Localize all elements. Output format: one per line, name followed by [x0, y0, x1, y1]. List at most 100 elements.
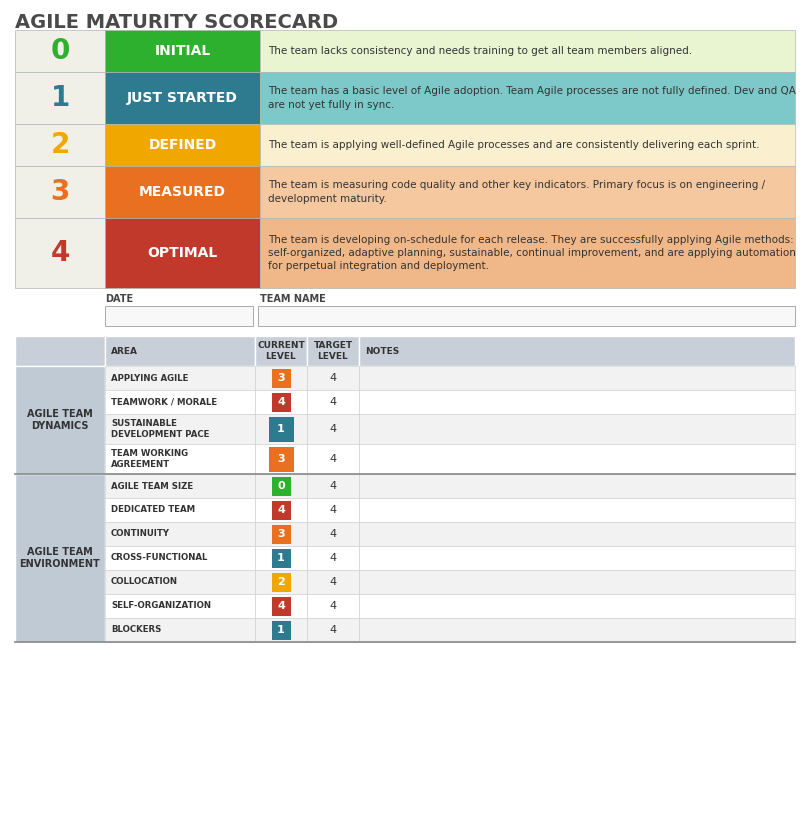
Text: 2: 2 [277, 577, 285, 587]
FancyBboxPatch shape [307, 336, 359, 366]
Text: DEFINED: DEFINED [148, 138, 216, 152]
Text: 1: 1 [277, 424, 285, 434]
FancyBboxPatch shape [105, 444, 255, 474]
FancyBboxPatch shape [359, 366, 795, 390]
FancyBboxPatch shape [105, 390, 255, 414]
Text: 4: 4 [50, 239, 70, 267]
FancyBboxPatch shape [15, 218, 105, 288]
FancyBboxPatch shape [105, 474, 255, 498]
Text: CURRENT
LEVEL: CURRENT LEVEL [257, 342, 305, 360]
FancyBboxPatch shape [271, 500, 291, 519]
FancyBboxPatch shape [307, 414, 359, 444]
FancyBboxPatch shape [255, 474, 307, 498]
FancyBboxPatch shape [307, 366, 359, 390]
Text: 4: 4 [330, 577, 337, 587]
FancyBboxPatch shape [105, 570, 255, 594]
FancyBboxPatch shape [105, 498, 255, 522]
Text: TEAM NAME: TEAM NAME [260, 294, 326, 304]
Text: The team is applying well-defined Agile processes and are consistently deliverin: The team is applying well-defined Agile … [268, 140, 760, 150]
FancyBboxPatch shape [105, 124, 260, 166]
Text: AGILE MATURITY SCORECARD: AGILE MATURITY SCORECARD [15, 13, 338, 32]
Text: 4: 4 [330, 424, 337, 434]
FancyBboxPatch shape [255, 444, 307, 474]
Text: 4: 4 [330, 454, 337, 464]
FancyBboxPatch shape [255, 366, 307, 390]
Text: OPTIMAL: OPTIMAL [147, 246, 218, 260]
FancyBboxPatch shape [307, 522, 359, 546]
Text: INITIAL: INITIAL [155, 44, 211, 58]
FancyBboxPatch shape [359, 474, 795, 498]
Text: 3: 3 [277, 454, 285, 464]
Text: 3: 3 [50, 178, 70, 206]
FancyBboxPatch shape [307, 594, 359, 618]
FancyBboxPatch shape [359, 444, 795, 474]
FancyBboxPatch shape [260, 72, 795, 124]
FancyBboxPatch shape [15, 72, 105, 124]
Text: 4: 4 [330, 397, 337, 407]
FancyBboxPatch shape [307, 444, 359, 474]
Text: 4: 4 [330, 505, 337, 515]
Text: AGILE TEAM
ENVIRONMENT: AGILE TEAM ENVIRONMENT [19, 546, 100, 570]
FancyBboxPatch shape [260, 218, 795, 288]
Text: MEASURED: MEASURED [139, 185, 226, 199]
FancyBboxPatch shape [260, 124, 795, 166]
FancyBboxPatch shape [271, 369, 291, 388]
FancyBboxPatch shape [15, 474, 105, 642]
Text: 3: 3 [277, 373, 285, 383]
FancyBboxPatch shape [255, 498, 307, 522]
Text: AGILE TEAM
DYNAMICS: AGILE TEAM DYNAMICS [27, 409, 93, 431]
Text: SELF-ORGANIZATION: SELF-ORGANIZATION [111, 602, 211, 611]
FancyBboxPatch shape [258, 306, 795, 326]
FancyBboxPatch shape [105, 218, 260, 288]
FancyBboxPatch shape [359, 498, 795, 522]
FancyBboxPatch shape [359, 594, 795, 618]
Text: TARGET
LEVEL: TARGET LEVEL [313, 342, 352, 360]
Text: 4: 4 [277, 505, 285, 515]
Text: DATE: DATE [105, 294, 133, 304]
Text: AGILE TEAM SIZE: AGILE TEAM SIZE [111, 481, 193, 491]
FancyBboxPatch shape [359, 336, 795, 366]
FancyBboxPatch shape [255, 618, 307, 642]
FancyBboxPatch shape [255, 570, 307, 594]
FancyBboxPatch shape [255, 390, 307, 414]
FancyBboxPatch shape [307, 498, 359, 522]
FancyBboxPatch shape [105, 414, 255, 444]
FancyBboxPatch shape [271, 548, 291, 568]
FancyBboxPatch shape [105, 618, 255, 642]
FancyBboxPatch shape [15, 336, 105, 366]
FancyBboxPatch shape [105, 366, 255, 390]
FancyBboxPatch shape [15, 366, 105, 474]
Text: 4: 4 [330, 553, 337, 563]
Text: APPLYING AGILE: APPLYING AGILE [111, 374, 189, 383]
FancyBboxPatch shape [359, 570, 795, 594]
FancyBboxPatch shape [260, 166, 795, 218]
FancyBboxPatch shape [271, 393, 291, 412]
FancyBboxPatch shape [307, 570, 359, 594]
FancyBboxPatch shape [307, 546, 359, 570]
FancyBboxPatch shape [307, 390, 359, 414]
FancyBboxPatch shape [105, 30, 260, 72]
Text: The team lacks consistency and needs training to get all team members aligned.: The team lacks consistency and needs tra… [268, 46, 692, 56]
FancyBboxPatch shape [255, 336, 307, 366]
FancyBboxPatch shape [105, 546, 255, 570]
Text: AREA: AREA [111, 346, 138, 356]
FancyBboxPatch shape [271, 524, 291, 543]
Text: The team is measuring code quality and other key indicators. Primary focus is on: The team is measuring code quality and o… [268, 180, 765, 203]
Text: SUSTAINABLE
DEVELOPMENT PACE: SUSTAINABLE DEVELOPMENT PACE [111, 419, 209, 439]
Text: 4: 4 [330, 601, 337, 611]
Text: 2: 2 [50, 131, 70, 159]
FancyBboxPatch shape [15, 124, 105, 166]
FancyBboxPatch shape [271, 573, 291, 592]
Text: TEAM WORKING
AGREEMENT: TEAM WORKING AGREEMENT [111, 449, 188, 469]
FancyBboxPatch shape [260, 30, 795, 72]
FancyBboxPatch shape [255, 594, 307, 618]
FancyBboxPatch shape [359, 522, 795, 546]
FancyBboxPatch shape [268, 416, 293, 441]
FancyBboxPatch shape [271, 621, 291, 639]
Text: 4: 4 [330, 481, 337, 491]
FancyBboxPatch shape [255, 522, 307, 546]
FancyBboxPatch shape [359, 390, 795, 414]
FancyBboxPatch shape [105, 336, 255, 366]
Text: 4: 4 [330, 529, 337, 539]
Text: 4: 4 [277, 601, 285, 611]
